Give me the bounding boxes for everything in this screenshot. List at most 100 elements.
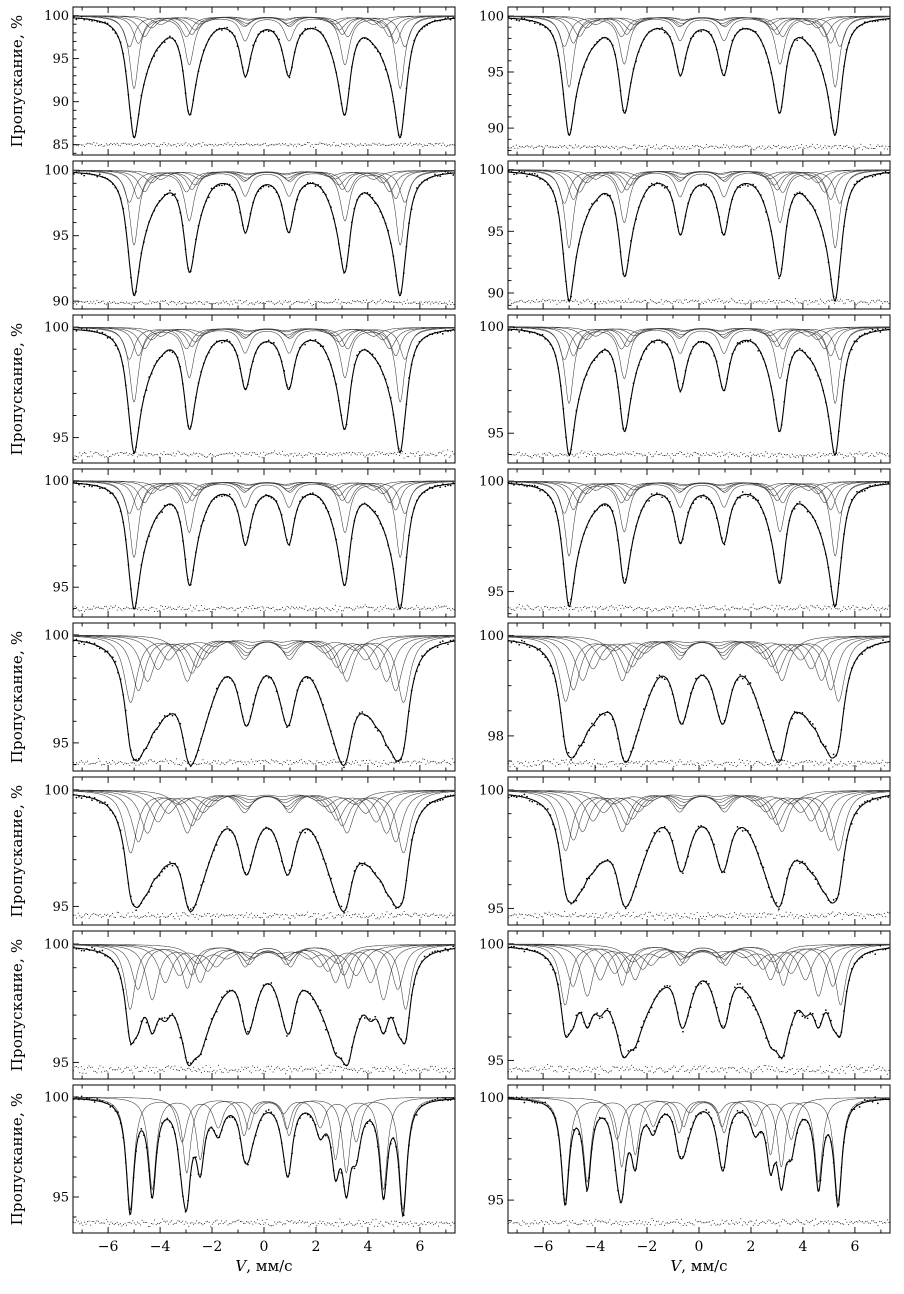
envelope-curve — [72, 639, 456, 766]
subspectra-curves — [73, 170, 456, 246]
svg-text:100: 100 — [44, 628, 69, 643]
data-points — [507, 944, 890, 1060]
data-points — [507, 793, 890, 910]
data-points — [72, 945, 455, 1067]
axis-ticks — [73, 469, 447, 617]
x-tick-labels: −6 −4 −2 0 2 4 6 — [98, 1239, 425, 1255]
data-points — [72, 326, 455, 455]
envelope-curve — [508, 1098, 890, 1209]
y-axis-label-cell: Пропускание, % — [6, 1082, 28, 1236]
axis-ticks — [508, 161, 882, 309]
envelope-curve — [507, 794, 891, 908]
x-tick-labels: −6 −4 −2 0 2 4 6 — [533, 1239, 860, 1255]
residual-trace — [508, 1064, 890, 1075]
y-tick-labels: 100 95 90 85 — [44, 9, 69, 153]
svg-text:95: 95 — [487, 225, 504, 240]
y-axis-label-cell — [6, 158, 28, 312]
residual-trace — [508, 603, 890, 613]
svg-text:98: 98 — [487, 729, 504, 744]
subspectra-curves — [72, 944, 455, 1010]
data-points — [72, 1095, 455, 1217]
subspectra-curves — [73, 1096, 455, 1211]
subspectra-curves — [73, 789, 456, 854]
residual-trace — [73, 1064, 455, 1075]
svg-text:100: 100 — [479, 475, 504, 490]
residual-trace — [508, 1218, 890, 1227]
svg-text:90: 90 — [52, 95, 69, 110]
y-tick-labels: 100 98 — [479, 629, 504, 744]
envelope-curve — [73, 482, 456, 610]
axis-ticks — [508, 777, 882, 925]
y-axis-title: Пропускание, % — [8, 784, 26, 918]
y-tick-labels: 100 95 90 — [479, 10, 504, 137]
residual-trace — [508, 910, 890, 921]
y-axis-title: Пропускание, % — [8, 322, 26, 456]
spectra-row-7: Пропускание, % 100 95 100 95 — [6, 928, 898, 1082]
axis-ticks — [508, 7, 882, 155]
x-axis-title: V, мм/с — [670, 1257, 727, 1275]
axis-ticks — [508, 469, 882, 617]
svg-text:100: 100 — [479, 10, 504, 25]
subspectra-curves — [72, 327, 455, 403]
svg-text:95: 95 — [52, 900, 69, 915]
residual-trace — [73, 911, 455, 920]
svg-text:95: 95 — [487, 66, 504, 81]
x-axis-left: −6 −4 −2 0 2 4 6 V, мм/с — [98, 1239, 425, 1275]
data-points — [507, 326, 890, 455]
y-axis-title: Пропускание, % — [8, 1092, 26, 1226]
residual-trace — [73, 758, 455, 767]
y-tick-labels: 100 95 90 — [479, 163, 504, 301]
spectrum-panel-r3-left: 100 95 — [44, 314, 456, 464]
residual-trace — [73, 449, 455, 459]
subspectra-curves — [507, 943, 891, 1006]
axis-ticks — [73, 161, 447, 309]
y-axis-label-cell: Пропускание, % — [6, 312, 28, 466]
data-points — [72, 481, 455, 610]
x-axis-right: −6 −4 −2 0 2 4 6 V, мм/с — [533, 1239, 860, 1275]
data-points — [507, 481, 890, 606]
data-points — [507, 1096, 890, 1206]
subspectra-curves — [72, 15, 456, 89]
plot-frame — [507, 1084, 891, 1234]
residual-trace — [508, 450, 890, 459]
data-points — [72, 170, 455, 295]
y-tick-labels: 100 95 — [44, 628, 69, 751]
svg-text:100: 100 — [479, 163, 504, 178]
spectra-row-4: 100 95 100 95 — [6, 466, 898, 620]
y-tick-labels: 100 95 — [44, 474, 69, 596]
axis-ticks — [508, 315, 882, 463]
svg-text:90: 90 — [52, 295, 69, 310]
envelope-curve — [72, 1098, 456, 1218]
spectrum-panel-r2-left: 100 95 90 — [44, 160, 456, 310]
spectrum-panel-r6-right: 100 95 — [479, 776, 891, 926]
spectrum-panel-r6-left: 100 95 — [44, 776, 456, 926]
axis-ticks — [508, 1085, 882, 1233]
subspectra-curves — [73, 634, 456, 703]
svg-text:95: 95 — [52, 736, 69, 751]
envelope-curve — [73, 17, 455, 139]
subspectra-curves — [508, 326, 891, 404]
svg-text:95: 95 — [52, 52, 69, 67]
data-points — [507, 169, 890, 302]
subspectra-curves — [507, 635, 891, 702]
x-axis-title: V, мм/с — [235, 1257, 292, 1275]
axis-ticks — [73, 931, 447, 1079]
residual-trace — [508, 143, 890, 151]
svg-text:95: 95 — [52, 581, 69, 596]
svg-text:95: 95 — [52, 431, 69, 446]
svg-text:100: 100 — [44, 164, 69, 179]
y-axis-label-cell: Пропускание, % — [6, 620, 28, 774]
y-tick-labels: 100 95 90 — [44, 164, 69, 310]
spectra-row-3: Пропускание, % 100 95 100 95 — [6, 312, 898, 466]
axis-ticks — [508, 623, 882, 771]
svg-text:100: 100 — [44, 474, 69, 489]
x-axis-row: −6 −4 −2 0 2 4 6 V, мм/с −6 −4 −2 0 2 4 6 V, мм/с — [6, 1236, 898, 1278]
envelope-curve — [73, 171, 456, 297]
